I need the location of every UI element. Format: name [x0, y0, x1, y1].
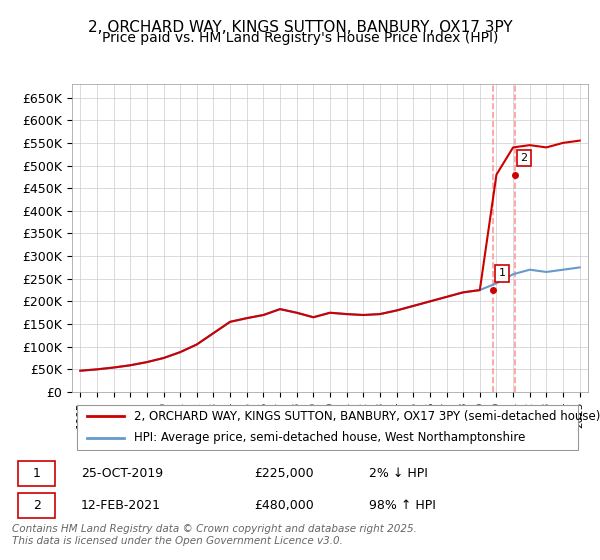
Text: 2% ↓ HPI: 2% ↓ HPI [369, 466, 428, 480]
Text: 1: 1 [499, 268, 505, 278]
FancyBboxPatch shape [18, 493, 55, 518]
Text: 2, ORCHARD WAY, KINGS SUTTON, BANBURY, OX17 3PY (semi-detached house): 2, ORCHARD WAY, KINGS SUTTON, BANBURY, O… [134, 409, 600, 423]
Text: 2: 2 [33, 499, 41, 512]
Text: £225,000: £225,000 [254, 466, 314, 480]
Text: 12-FEB-2021: 12-FEB-2021 [81, 499, 161, 512]
Text: 25-OCT-2019: 25-OCT-2019 [81, 466, 163, 480]
FancyBboxPatch shape [77, 405, 578, 450]
Text: 98% ↑ HPI: 98% ↑ HPI [369, 499, 436, 512]
FancyBboxPatch shape [18, 460, 55, 486]
Text: £480,000: £480,000 [254, 499, 314, 512]
Text: HPI: Average price, semi-detached house, West Northamptonshire: HPI: Average price, semi-detached house,… [134, 431, 525, 445]
Text: 2: 2 [520, 153, 527, 163]
Text: 2, ORCHARD WAY, KINGS SUTTON, BANBURY, OX17 3PY: 2, ORCHARD WAY, KINGS SUTTON, BANBURY, O… [88, 20, 512, 35]
Text: 1: 1 [33, 466, 41, 480]
Text: Price paid vs. HM Land Registry's House Price Index (HPI): Price paid vs. HM Land Registry's House … [102, 31, 498, 45]
Text: Contains HM Land Registry data © Crown copyright and database right 2025.
This d: Contains HM Land Registry data © Crown c… [12, 524, 417, 546]
